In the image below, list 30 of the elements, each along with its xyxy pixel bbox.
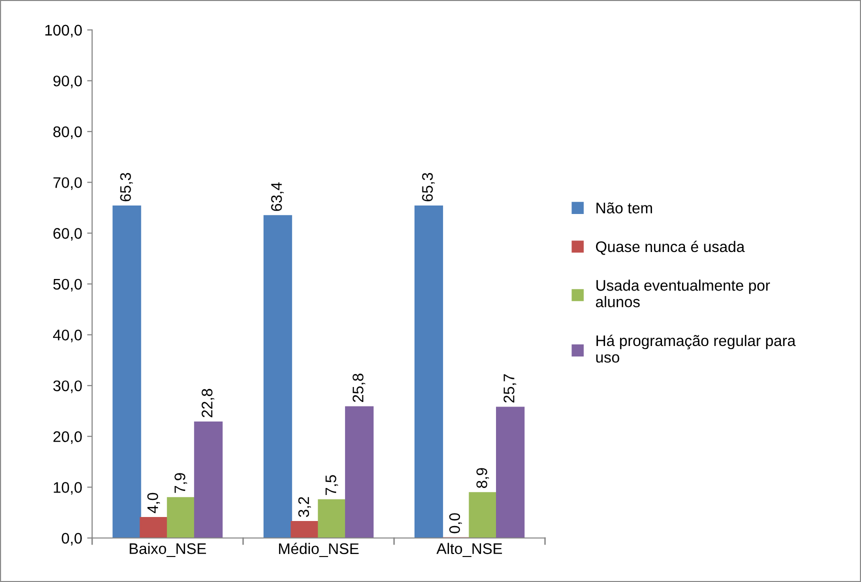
y-tick-label: 20,0: [53, 431, 82, 444]
data-label: 0,0: [449, 513, 462, 534]
data-label: 22,8: [202, 388, 214, 418]
data-label: 25,7: [504, 374, 516, 402]
legend-label: Usada eventualmente por alunos: [596, 280, 770, 308]
x-tick-label: Alto_NSE: [436, 542, 502, 557]
data-label: 7,9: [174, 473, 188, 493]
data-label: 65,3: [422, 172, 435, 202]
y-tick-label: 60,0: [53, 228, 82, 241]
data-label: 65,3: [120, 172, 133, 202]
x-tick-label: Baixo_NSE: [130, 542, 206, 557]
legend-label: Não tem: [596, 202, 652, 214]
data-label: 3,2: [298, 497, 311, 517]
y-tick-label: 90,0: [53, 76, 82, 88]
y-tick-label: 0,0: [62, 532, 82, 546]
data-label: 25,8: [352, 374, 366, 402]
y-tick-label: 30,0: [53, 380, 82, 394]
data-label: 63,4: [271, 182, 284, 211]
legend-label: Há programação regular para uso: [596, 334, 796, 363]
x-tick-label: Médio_NSE: [279, 542, 359, 558]
y-tick-label: 70,0: [53, 177, 82, 190]
y-tick-label: 100,0: [45, 24, 82, 38]
data-label: 4,0: [147, 492, 160, 514]
data-label: 8,9: [476, 468, 490, 488]
y-tick-label: 80,0: [53, 126, 82, 140]
y-tick-label: 50,0: [53, 278, 82, 292]
y-tick-label: 10,0: [54, 482, 82, 495]
data-label: 7,5: [326, 475, 338, 495]
legend-label: Quase nunca é usada: [596, 240, 745, 255]
y-tick-label: 40,0: [53, 330, 82, 342]
